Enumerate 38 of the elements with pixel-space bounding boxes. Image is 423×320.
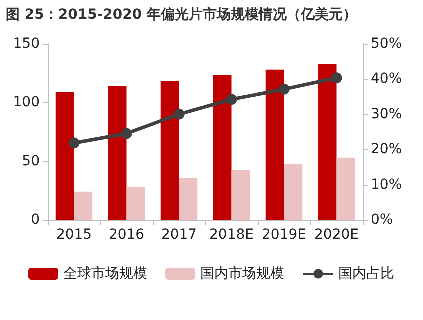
point: [121, 128, 132, 140]
y2-tick-label: 20%: [371, 142, 402, 158]
point: [174, 108, 185, 120]
x-tick-label: 2017: [161, 227, 198, 243]
y2-tick-label: 40%: [371, 71, 402, 88]
x-tick-label: 2019E: [262, 227, 306, 243]
y-tick-label: 100: [13, 94, 40, 111]
point: [68, 138, 80, 149]
point: [331, 72, 342, 84]
x-tick-label: 2015: [56, 227, 92, 243]
x-tick-label: 2020E: [314, 227, 359, 243]
bar: [213, 75, 232, 220]
bar: [318, 64, 337, 220]
bar: [266, 70, 284, 220]
x-tick-label: 2016: [108, 227, 145, 243]
bar: [232, 170, 250, 220]
legend-label: 国内占比: [338, 266, 394, 282]
point: [226, 94, 238, 106]
y2-tick-label: 30%: [371, 106, 402, 122]
bar: [74, 192, 93, 220]
bar: [56, 92, 74, 220]
legend-label: 国内市场规模: [200, 266, 284, 282]
x-tick-label: 2018E: [210, 227, 254, 243]
y2-tick-label: 0%: [371, 212, 394, 228]
y-tick-label: 150: [13, 36, 40, 52]
y2-tick-label: 50%: [371, 36, 402, 52]
bar: [179, 178, 198, 220]
bar: [336, 158, 356, 220]
y-tick-label: 0: [31, 212, 40, 228]
bar: [126, 187, 146, 220]
y2-tick-label: 10%: [371, 176, 402, 193]
y-tick-label: 50: [22, 153, 40, 170]
chart-title: 图 25：2015-2020 年偏光片市场规模情况（亿美元）: [6, 6, 357, 24]
legend-label: 全球市场规模: [64, 266, 148, 282]
bar: [284, 164, 303, 220]
point: [278, 84, 290, 95]
bar: [160, 80, 180, 220]
bar: [108, 86, 127, 220]
